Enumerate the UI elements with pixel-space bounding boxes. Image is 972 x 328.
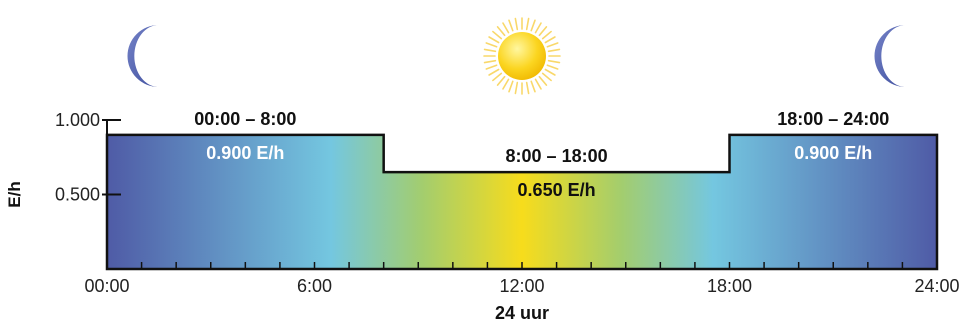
sun-ray	[492, 30, 503, 40]
sun-ray	[546, 42, 559, 48]
sun-ray	[514, 81, 519, 95]
icons-layer	[127, 17, 906, 95]
sun-ray	[530, 80, 536, 93]
sun-ray	[502, 78, 510, 90]
segment-value-label: 0.900 E/h	[794, 143, 872, 163]
sun-ray	[496, 75, 506, 86]
sun-ray	[534, 78, 542, 90]
x-tick-label: 18:00	[707, 276, 752, 296]
moon-crescent	[874, 25, 906, 87]
sun-ray	[485, 64, 498, 70]
x-tick-label: 00:00	[84, 276, 129, 296]
sun-ray	[508, 19, 514, 32]
y-tick-label: 1.000	[55, 110, 100, 130]
sun-ray	[544, 68, 556, 76]
sun-ray	[546, 64, 559, 70]
sun-ray	[488, 36, 500, 44]
moon-crescent	[127, 25, 159, 87]
segment-range-label: 8:00 – 18:00	[506, 146, 608, 166]
segment-range-label: 00:00 – 8:00	[194, 109, 296, 129]
sun-ray	[547, 59, 561, 64]
sun-ray	[508, 80, 514, 93]
sun-ray	[530, 19, 536, 32]
area-layer	[105, 133, 939, 271]
sun-ray	[485, 42, 498, 48]
segment-range-label: 18:00 – 24:00	[777, 109, 889, 129]
axes-layer	[102, 119, 938, 270]
x-tick-label: 6:00	[297, 276, 332, 296]
sun-ray	[483, 48, 497, 53]
y-axis-title: E/h	[5, 181, 24, 207]
sun-ray	[483, 59, 497, 64]
sun-ray	[541, 30, 552, 40]
sun-ray	[525, 17, 530, 31]
labels-layer: 1.000 0.500 00:00 6:00 12:00 18:00 24:00 24 uur…	[5, 109, 960, 323]
consumption-area	[105, 133, 939, 271]
sun-ray	[544, 36, 556, 44]
sun-ray	[534, 22, 542, 34]
sun-ray	[492, 72, 503, 82]
sun-ray	[538, 75, 548, 86]
sun-ray	[502, 22, 510, 34]
y-tick-label: 0.500	[55, 185, 100, 205]
sun-ray	[541, 72, 552, 82]
moon-icon	[127, 25, 159, 87]
sun-ray	[496, 26, 506, 37]
x-axis-title: 24 uur	[495, 303, 549, 323]
sun-ray	[538, 26, 548, 37]
sun-ray	[514, 17, 519, 31]
sun-ray	[525, 81, 530, 95]
x-tick-label: 24:00	[914, 276, 959, 296]
sun-icon	[483, 17, 561, 95]
x-tick-label: 12:00	[499, 276, 544, 296]
moon-icon	[874, 25, 906, 87]
sun-ray	[547, 48, 561, 53]
segment-value-label: 0.900 E/h	[206, 143, 284, 163]
sun-ray	[488, 68, 500, 76]
segment-value-label: 0.650 E/h	[518, 180, 596, 200]
sun-disc	[498, 32, 546, 80]
